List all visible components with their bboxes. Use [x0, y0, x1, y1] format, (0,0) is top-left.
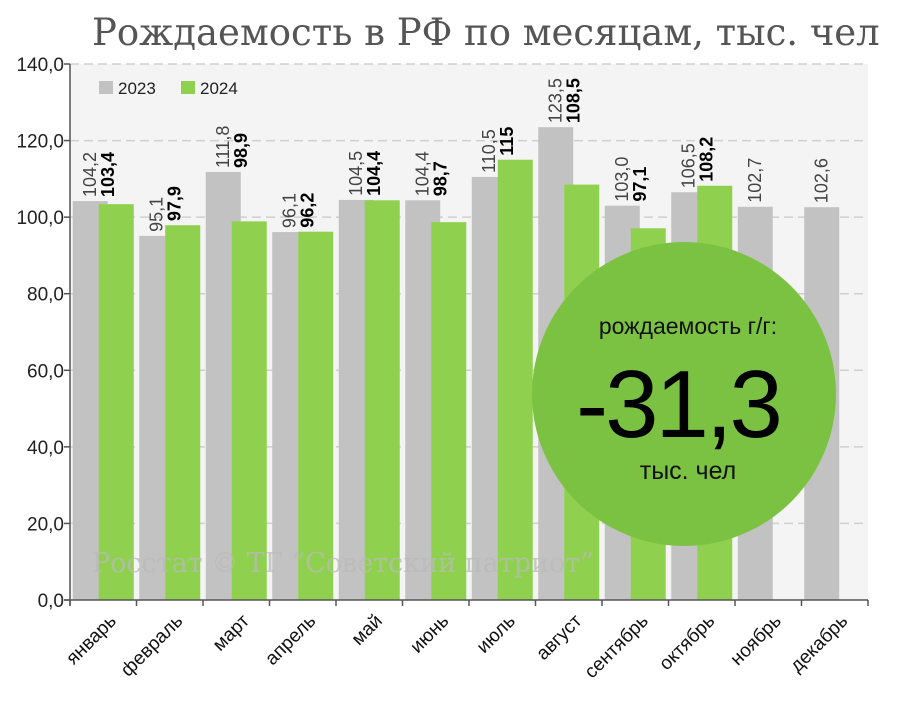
watermark: Росстат © ТГ “Советский патриот” [92, 548, 594, 579]
bar-2024-4 [298, 231, 334, 601]
data-label-2024-10: 108,2 [697, 137, 717, 182]
x-tick-label: май [348, 611, 387, 650]
y-tick-label: 60,0 [27, 361, 64, 382]
y-tick-labels: 0,0 20,0 40,0 60,0 80,0 100,0 120,0 140,0 [16, 55, 64, 612]
badge-circle [532, 242, 836, 546]
data-label-2023-2: 95,1 [147, 197, 167, 232]
x-tick-label: январь [62, 611, 121, 670]
data-label-2023-7: 110,5 [479, 129, 499, 173]
summary-badge: рождаемость г/г: -31,3 тыс. чел [532, 242, 836, 546]
data-label-2024-7: 115 [497, 127, 517, 156]
chart-title: Рождаемость в РФ по месяцам, тыс. чел [92, 11, 880, 54]
legend-swatch-2023 [99, 81, 113, 94]
legend-label-2024: 2024 [200, 79, 238, 98]
data-label-2024-1: 103,4 [98, 152, 118, 197]
y-tick-label: 120,0 [16, 132, 64, 153]
data-label-2023-3: 111,8 [213, 126, 233, 168]
x-tick-label: июль [473, 611, 520, 658]
data-label-2023-4: 96,1 [280, 193, 300, 228]
data-label-2024-9: 97,1 [630, 167, 650, 202]
y-tick-label: 100,0 [16, 208, 64, 229]
legend: 2023 2024 [99, 79, 238, 98]
y-tick-label: 20,0 [27, 514, 64, 535]
x-tick-label: декабрь [786, 611, 852, 677]
data-label-2023-1: 104,2 [80, 152, 100, 197]
x-tick-label: сентябрь [581, 611, 653, 683]
x-tick-label: июнь [406, 611, 453, 658]
data-label-2024-6: 98,7 [431, 161, 451, 196]
x-tick-label: март [209, 610, 254, 655]
data-label-2023-12: 102,6 [812, 158, 832, 203]
bar-2024-3 [231, 221, 267, 600]
bar-2024-1 [98, 204, 134, 600]
legend-swatch-2024 [181, 81, 195, 94]
data-label-2024-3: 98,9 [231, 133, 251, 168]
data-label-2024-2: 97,9 [165, 186, 185, 221]
y-tick-label: 40,0 [27, 438, 64, 459]
data-label-2024-5: 104,4 [364, 151, 384, 196]
x-tick-label: август [532, 610, 586, 664]
x-tick-label: октябрь [655, 611, 719, 675]
data-label-2023-9: 103,0 [612, 157, 632, 202]
data-label-2023-10: 106,5 [679, 143, 699, 188]
data-label-2024-4: 96,2 [298, 193, 318, 228]
legend-label-2023: 2023 [118, 79, 156, 98]
data-label-2023-11: 102,7 [745, 158, 765, 203]
badge-caption: рождаемость г/г: [599, 313, 777, 339]
badge-value: -31,3 [576, 351, 780, 458]
bar-2024-2 [165, 225, 201, 600]
bar-2024-6 [431, 222, 467, 600]
data-label-2023-6: 104,4 [413, 151, 433, 196]
badge-unit: тыс. чел [640, 457, 737, 485]
x-tick-label: ноябрь [727, 611, 786, 670]
y-tick-label: 0,0 [38, 591, 64, 612]
bar-2024-7 [497, 159, 533, 600]
bar-2024-5 [364, 200, 400, 600]
y-tick-label: 140,0 [16, 55, 64, 76]
y-tick-label: 80,0 [27, 285, 64, 306]
data-label-2023-5: 104,5 [346, 151, 366, 196]
data-label-2023-8: 123,5 [546, 78, 566, 123]
x-tick-label: февраль [117, 611, 187, 681]
x-tick-label: апрель [261, 611, 320, 670]
gridlines [70, 63, 868, 525]
data-label-2024-8: 108,5 [564, 78, 584, 123]
axes [64, 63, 869, 606]
